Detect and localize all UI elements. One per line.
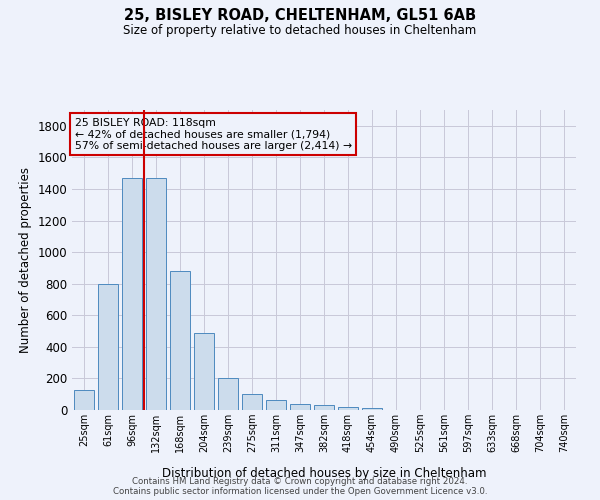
Text: 25, BISLEY ROAD, CHELTENHAM, GL51 6AB: 25, BISLEY ROAD, CHELTENHAM, GL51 6AB (124, 8, 476, 22)
Bar (122, 178, 142, 410)
Bar (338, 407, 358, 410)
Bar (98, 284, 118, 410)
Text: Contains HM Land Registry data © Crown copyright and database right 2024.
Contai: Contains HM Land Registry data © Crown c… (113, 476, 487, 496)
Bar (362, 408, 382, 410)
Text: Size of property relative to detached houses in Cheltenham: Size of property relative to detached ho… (124, 24, 476, 37)
Bar (290, 404, 310, 410)
Bar (242, 394, 262, 410)
Text: Distribution of detached houses by size in Cheltenham: Distribution of detached houses by size … (162, 467, 486, 480)
Bar (74, 390, 94, 410)
Bar (314, 405, 334, 410)
Bar (218, 378, 238, 410)
Text: 25 BISLEY ROAD: 118sqm
← 42% of detached houses are smaller (1,794)
57% of semi-: 25 BISLEY ROAD: 118sqm ← 42% of detached… (74, 118, 352, 150)
Bar (194, 332, 214, 410)
Bar (266, 400, 286, 410)
Bar (170, 271, 190, 410)
Y-axis label: Number of detached properties: Number of detached properties (19, 167, 32, 353)
Bar (146, 178, 166, 410)
